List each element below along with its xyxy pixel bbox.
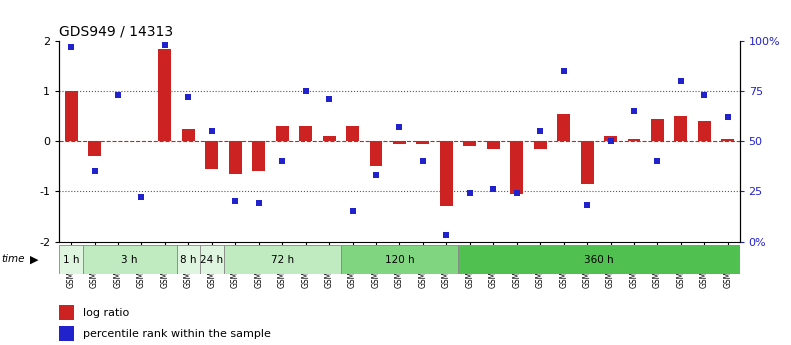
- Bar: [346, 127, 359, 141]
- Bar: [721, 139, 734, 141]
- Bar: [88, 141, 101, 157]
- Bar: [534, 141, 547, 149]
- Bar: [486, 141, 500, 149]
- Bar: [176, 245, 200, 274]
- Bar: [83, 245, 176, 274]
- Text: 120 h: 120 h: [384, 255, 414, 265]
- Text: 360 h: 360 h: [584, 255, 614, 265]
- Bar: [224, 245, 341, 274]
- Bar: [675, 117, 687, 141]
- Bar: [158, 49, 172, 141]
- Bar: [59, 305, 74, 320]
- Bar: [557, 114, 570, 141]
- Text: 72 h: 72 h: [271, 255, 293, 265]
- Bar: [393, 141, 406, 144]
- Bar: [59, 245, 83, 274]
- Bar: [464, 141, 476, 146]
- Bar: [276, 127, 289, 141]
- Bar: [341, 245, 458, 274]
- Bar: [299, 127, 312, 141]
- Text: 1 h: 1 h: [62, 255, 79, 265]
- Bar: [604, 137, 617, 141]
- Bar: [417, 141, 430, 144]
- Text: percentile rank within the sample: percentile rank within the sample: [83, 329, 271, 339]
- Bar: [206, 141, 218, 169]
- Bar: [323, 137, 335, 141]
- Text: log ratio: log ratio: [83, 308, 130, 318]
- Bar: [627, 139, 641, 141]
- Text: 8 h: 8 h: [180, 255, 197, 265]
- Bar: [510, 141, 523, 194]
- Text: time: time: [2, 255, 25, 264]
- Bar: [182, 129, 195, 141]
- Bar: [59, 326, 74, 342]
- Bar: [698, 121, 711, 141]
- Bar: [458, 245, 740, 274]
- Bar: [581, 141, 593, 184]
- Bar: [369, 141, 383, 167]
- Text: ▶: ▶: [30, 255, 39, 264]
- Bar: [252, 141, 265, 171]
- Bar: [229, 141, 242, 174]
- Bar: [200, 245, 224, 274]
- Text: 24 h: 24 h: [200, 255, 223, 265]
- Bar: [651, 119, 664, 141]
- Bar: [65, 91, 78, 141]
- Text: 3 h: 3 h: [122, 255, 138, 265]
- Text: GDS949 / 14313: GDS949 / 14313: [59, 25, 173, 39]
- Bar: [440, 141, 452, 206]
